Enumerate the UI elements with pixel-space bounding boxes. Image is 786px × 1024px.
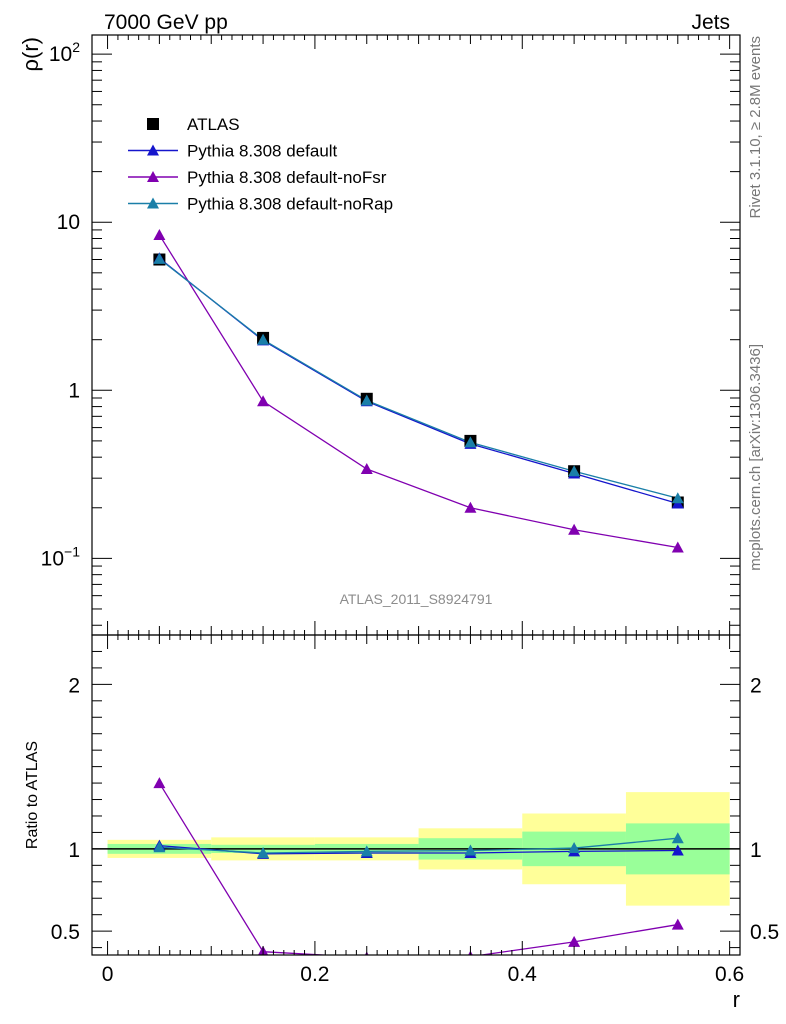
series-point: [568, 465, 581, 477]
series-point: [568, 523, 581, 535]
ratio-y-tick-label-left: 1: [68, 839, 80, 862]
ratio-series-point: [671, 918, 684, 930]
ratio-series-line: [159, 837, 678, 854]
ratio-plot-frame: [91, 634, 741, 956]
ratio-y-tick-label-left: 2: [68, 674, 80, 697]
ratio-series-point: [671, 832, 684, 844]
ratio-series-point: [360, 845, 373, 857]
ratio-y-tick-label-left: 0.5: [51, 921, 80, 944]
legend: ATLAS Pythia 8.308 default Pythia 8.308 de…: [128, 115, 393, 214]
x-tick-label: 0.6: [715, 963, 744, 986]
ratio-y-tick-label-right: 1: [750, 839, 762, 862]
series-line: [158, 257, 678, 505]
mcplots-label: mcplots.cern.ch [arXiv:1306.3436]: [747, 344, 764, 571]
ratio-series-point: [257, 846, 270, 858]
legend-label: Pythia 8.308 default-noRap: [187, 195, 393, 214]
legend-item: Pythia 8.308 default: [128, 142, 338, 161]
ratio-series-point: [568, 842, 581, 854]
legend-marker: [147, 144, 159, 156]
ratio-y-tick-label-right: 0.5: [750, 921, 779, 944]
legend-label: ATLAS: [187, 115, 240, 134]
rivet-version-label: Rivet 3.1.10, ≥ 2.8M events: [747, 36, 764, 219]
ratio-y-axis-label: Ratio to ATLAS: [24, 741, 41, 849]
y-tick-label: 10−1: [41, 543, 81, 570]
legend-item: ATLAS: [147, 115, 240, 134]
ratio-panel: 0.5 0.5 1 1 2 2 0 0.2 0.4 0.6: [51, 634, 779, 986]
series-point: [257, 395, 270, 407]
analysis-id-label: ATLAS_2011_S8924791: [340, 591, 493, 607]
y-tick-label: 102: [49, 39, 80, 66]
series-point: [360, 463, 373, 475]
header-right-label: Jets: [691, 11, 730, 34]
series-point: [464, 436, 477, 448]
x-tick-label: 0: [102, 963, 114, 986]
x-tick-label: 0.2: [300, 963, 329, 986]
series-point: [257, 333, 270, 345]
ratio-series-point: [671, 844, 684, 856]
legend-label: Pythia 8.308 default: [187, 142, 338, 161]
ratio-series-point: [153, 841, 166, 853]
legend-marker: [147, 171, 159, 182]
legend-item: Pythia 8.308 default-noFsr: [128, 168, 387, 187]
ratio-y-tick-label-right: 2: [750, 674, 762, 697]
series-line: [158, 234, 678, 549]
series-point: [671, 492, 684, 504]
ratio-series-point: [153, 777, 166, 789]
ratio-series-point: [568, 935, 581, 947]
header-left-label: 7000 GeV pp: [104, 11, 228, 34]
y-tick-label: 10: [57, 211, 80, 234]
legend-item: Pythia 8.308 default-noRap: [128, 195, 393, 214]
main-y-axis-label: ρ(r): [18, 37, 43, 72]
x-tick-label: 0.4: [508, 963, 538, 986]
y-tick-label: 1: [68, 379, 80, 402]
ratio-series-line: [158, 782, 678, 955]
x-axis-label: r: [733, 987, 740, 1012]
series-line: [158, 258, 678, 499]
series-point: [153, 252, 166, 264]
ratio-series-point: [464, 844, 477, 856]
series-point: [671, 541, 684, 553]
legend-marker: [147, 118, 159, 130]
series-point: [464, 501, 477, 513]
legend-marker: [147, 197, 159, 209]
legend-label: Pythia 8.308 default-noFsr: [187, 168, 387, 187]
series-point: [360, 394, 373, 406]
series-point: [153, 228, 166, 240]
main-panel: 10−1 1 10 102: [41, 34, 741, 636]
